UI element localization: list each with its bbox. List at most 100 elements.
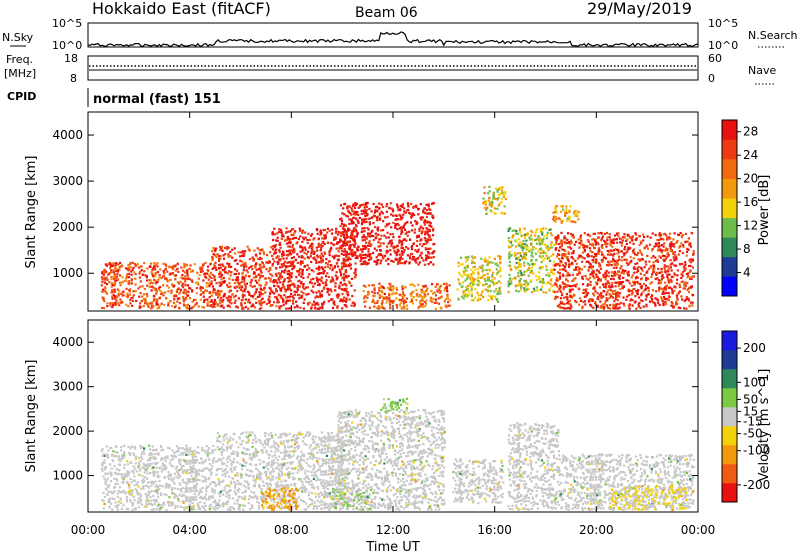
scatter-cell <box>668 273 671 276</box>
scatter-cell <box>299 229 302 232</box>
scatter-cell <box>531 231 534 234</box>
scatter-cell <box>133 447 137 450</box>
scatter-cell <box>280 237 283 240</box>
scatter-cell <box>103 278 107 281</box>
scatter-cell <box>144 297 147 300</box>
scatter-cell <box>268 296 271 299</box>
scatter-cell <box>360 203 363 207</box>
scatter-cell <box>325 275 328 278</box>
scatter-cell <box>330 279 333 282</box>
scatter-cell <box>499 292 502 295</box>
scatter-cell <box>151 462 154 465</box>
scatter-cell <box>234 278 237 282</box>
scatter-cell <box>147 464 150 467</box>
scatter-cell <box>560 300 563 304</box>
scatter-cell <box>278 241 282 245</box>
scatter-cell <box>615 266 618 269</box>
scatter-cell <box>219 296 223 299</box>
scatter-cell <box>114 297 117 300</box>
scatter-cell <box>179 288 182 291</box>
scatter-cell <box>214 448 217 451</box>
scatter-cell <box>144 299 147 302</box>
scatter-cell <box>343 240 346 243</box>
scatter-cell <box>301 284 305 287</box>
scatter-cell <box>217 296 220 299</box>
scatter-cell <box>550 241 553 244</box>
velocity-scatter <box>100 397 695 512</box>
scatter-cell <box>210 490 214 493</box>
scatter-cell <box>566 298 569 301</box>
scatter-cell <box>264 291 267 294</box>
scatter-cell <box>671 251 674 254</box>
scatter-cell <box>152 286 155 289</box>
scatter-cell <box>243 283 246 286</box>
scatter-cell <box>400 204 403 207</box>
noise-right-tick-bottom: 10^0 <box>708 39 738 52</box>
scatter-cell <box>155 298 159 301</box>
scatter-cell <box>379 237 382 240</box>
scatter-cell <box>515 267 518 270</box>
scatter-cell <box>302 282 305 286</box>
scatter-cell <box>644 287 647 290</box>
scatter-cell <box>608 293 611 296</box>
scatter-cell <box>539 230 543 233</box>
scatter-cell <box>609 307 612 310</box>
scatter-cell <box>421 299 424 302</box>
scatter-cell <box>407 204 410 207</box>
scatter-cell <box>566 232 570 235</box>
scatter-cell <box>333 238 336 241</box>
scatter-cell <box>318 284 321 287</box>
scatter-cell <box>541 233 544 236</box>
scatter-cell <box>577 238 580 241</box>
scatter-cell <box>291 243 294 247</box>
scatter-cell <box>540 285 543 288</box>
scatter-cell <box>372 284 376 287</box>
scatter-cell <box>445 282 448 285</box>
scatter-cell <box>689 264 692 268</box>
scatter-cell <box>268 261 271 264</box>
scatter-cell <box>670 242 673 245</box>
scatter-cell <box>286 284 289 287</box>
scatter-cell <box>345 270 348 274</box>
scatter-cell <box>692 252 695 255</box>
scatter-cell <box>306 286 309 289</box>
scatter-cell <box>381 301 384 304</box>
scatter-cell <box>103 495 107 499</box>
scatter-cell <box>378 289 381 292</box>
scatter-cell <box>362 248 365 251</box>
scatter-cell <box>321 266 324 269</box>
scatter-cell <box>253 249 256 252</box>
scatter-cell <box>348 222 351 225</box>
scatter-cell <box>542 227 545 230</box>
scatter-cell <box>490 210 493 213</box>
scatter-cell <box>177 472 180 475</box>
scatter-cell <box>511 236 514 239</box>
noise-left-label: N.Sky <box>2 31 34 44</box>
scatter-cell <box>570 220 573 223</box>
scatter-cell <box>397 218 400 221</box>
scatter-cell <box>350 251 353 254</box>
scatter-cell <box>116 272 119 276</box>
scatter-cell <box>181 286 185 289</box>
scatter-cell <box>314 303 317 306</box>
scatter-cell <box>293 250 296 254</box>
scatter-cell <box>293 265 296 268</box>
scatter-cell <box>410 299 413 303</box>
scatter-cell <box>403 262 407 265</box>
scatter-cell <box>376 205 379 208</box>
scatter-cell <box>495 288 498 291</box>
scatter-cell <box>135 299 138 303</box>
scatter-cell <box>116 473 119 476</box>
scatter-cell <box>319 306 322 309</box>
scatter-cell <box>398 235 401 238</box>
scatter-cell <box>378 296 381 299</box>
scatter-cell <box>443 300 446 303</box>
scatter-cell <box>644 298 647 301</box>
scatter-cell <box>436 290 439 293</box>
scatter-cell <box>364 244 367 247</box>
scatter-cell <box>585 260 588 263</box>
scatter-cell <box>345 287 348 290</box>
scatter-cell <box>355 225 358 228</box>
scatter-cell <box>106 302 109 305</box>
scatter-cell <box>101 290 104 293</box>
